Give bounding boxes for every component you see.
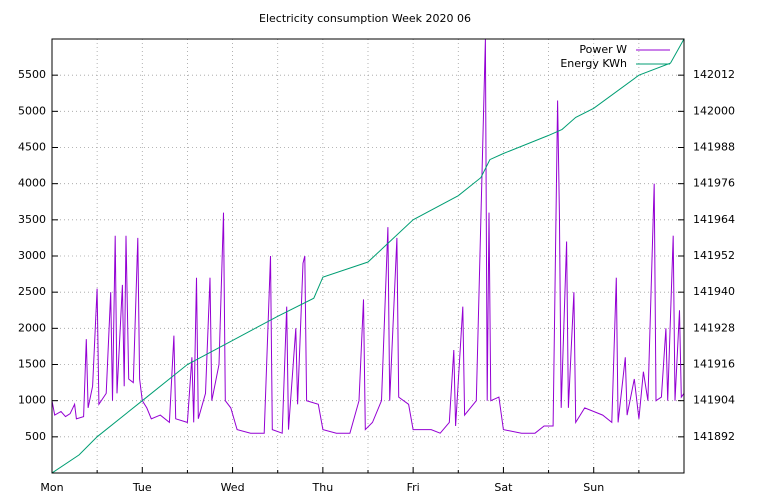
y2-tick-label: 141928 [693,321,735,334]
y-tick-label: 5500 [18,68,46,81]
y2-tick-label: 141940 [693,285,735,298]
legend-label: Energy KWh [560,57,627,70]
y-tick-label: 4500 [18,141,46,154]
y2-tick-label: 141964 [693,213,735,226]
y2-tick-label: 141892 [693,430,735,443]
plot-border [51,38,685,474]
y-tick-label: 2500 [18,285,46,298]
data-line [52,39,684,473]
y2-tick-label: 141976 [693,177,735,190]
x-tick-label: Tue [132,481,152,494]
y2-tick-label: 142012 [693,68,735,81]
y-tick-label: 1000 [18,394,46,407]
y-tick-label: 1500 [18,358,46,371]
x-tick-label: Thu [312,481,334,494]
x-tick-label: Sun [583,481,604,494]
y-tick-label: 3000 [18,249,46,262]
legend-label: Power W [579,43,627,56]
y-tick-label: 4000 [18,177,46,190]
y2-tick-label: 142000 [693,104,735,117]
y2-tick-label: 141952 [693,249,735,262]
y2-tick-label: 141988 [693,141,735,154]
y-tick-label: 3500 [18,213,46,226]
chart-title: Electricity consumption Week 2020 06 [259,12,471,25]
x-tick-label: Mon [40,481,63,494]
y2-tick-label: 141916 [693,358,735,371]
x-tick-label: Fri [407,481,420,494]
y-tick-label: 5000 [18,104,46,117]
y-tick-label: 2000 [18,321,46,334]
y-tick-label: 500 [25,430,46,443]
x-tick-label: Sat [494,481,513,494]
y2-tick-label: 141904 [693,394,735,407]
data-line [52,39,684,434]
x-tick-label: Wed [221,481,245,494]
